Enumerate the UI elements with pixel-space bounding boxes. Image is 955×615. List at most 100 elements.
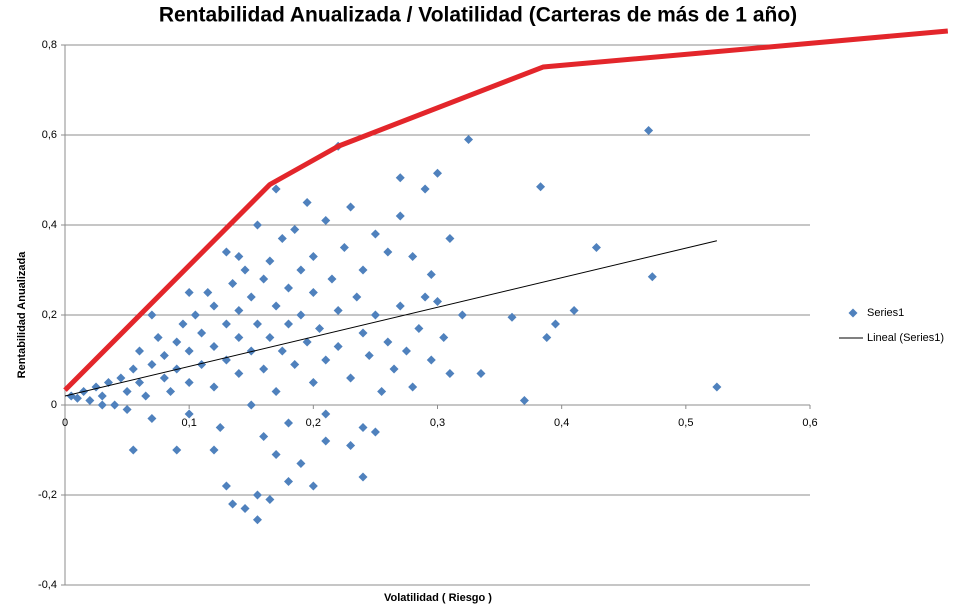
scatter-point xyxy=(277,234,287,243)
scatter-point xyxy=(166,387,176,396)
scatter-point xyxy=(408,252,418,261)
scatter-point xyxy=(457,310,467,320)
legend-marker xyxy=(848,308,858,318)
scatter-point xyxy=(91,382,101,392)
x-tick-label: 0,4 xyxy=(554,417,569,429)
scatter-point xyxy=(172,445,182,455)
scatter-point xyxy=(128,445,138,455)
scatter-point xyxy=(110,400,120,410)
scatter-point xyxy=(128,364,138,374)
scatter-point xyxy=(296,265,306,275)
scatter-point xyxy=(346,441,356,450)
scatter-point xyxy=(308,252,318,261)
scatter-point xyxy=(246,400,256,410)
scatter-point xyxy=(97,391,107,401)
scatter-point xyxy=(569,306,579,315)
scatter-point xyxy=(159,351,169,360)
scatter-point xyxy=(346,373,356,383)
scatter-point xyxy=(352,292,362,302)
scatter-point xyxy=(433,168,442,178)
scatter-point xyxy=(321,355,331,365)
scatter-point xyxy=(290,225,300,234)
x-tick-label: 0,2 xyxy=(306,417,321,429)
y-axis-label: Rentabilidad Anualizada xyxy=(16,251,28,379)
scatter-point xyxy=(321,409,331,419)
y-tick-label: 0,8 xyxy=(42,39,57,51)
scatter-point xyxy=(284,283,293,293)
scatter-point xyxy=(290,360,300,369)
scatter-point xyxy=(228,499,238,509)
scatter-point xyxy=(240,504,250,513)
scatter-point xyxy=(358,423,368,432)
scatter-point xyxy=(234,252,244,261)
scatter-point xyxy=(644,126,654,135)
scatter-point xyxy=(346,202,356,212)
scatter-point xyxy=(72,393,82,403)
scatter-point xyxy=(308,288,318,297)
scatter-point xyxy=(209,342,219,351)
scatter-point xyxy=(265,495,275,504)
scatter-point xyxy=(147,310,157,320)
scatter-point xyxy=(221,247,231,257)
scatter-point xyxy=(221,481,231,491)
scatter-point xyxy=(184,288,194,297)
scatter-point xyxy=(234,369,244,378)
scatter-point xyxy=(197,328,207,338)
scatter-point xyxy=(370,229,380,239)
chart-title: Rentabilidad Anualizada / Volatilidad (C… xyxy=(159,4,797,27)
scatter-point xyxy=(215,423,225,432)
scatter-point xyxy=(389,364,399,374)
scatter-point xyxy=(370,310,380,320)
scatter-point xyxy=(542,333,552,342)
frontier-line xyxy=(63,28,949,392)
scatter-point xyxy=(116,373,126,383)
scatter-point xyxy=(308,378,318,387)
scatter-point xyxy=(246,346,256,356)
scatter-point xyxy=(159,373,169,383)
scatter-point xyxy=(135,378,144,387)
scatter-point xyxy=(271,301,281,311)
scatter-point xyxy=(284,319,293,329)
scatter-point xyxy=(395,211,405,221)
scatter-point xyxy=(712,382,722,392)
scatter-point xyxy=(383,247,393,257)
scatter-point xyxy=(234,333,244,342)
scatter-point xyxy=(259,364,269,374)
scatter-point xyxy=(464,135,474,144)
scatter-point xyxy=(358,472,368,482)
scatter-point xyxy=(122,405,132,414)
scatter-point xyxy=(414,324,424,333)
scatter-point xyxy=(265,256,275,266)
scatter-point xyxy=(370,427,380,437)
scatter-point xyxy=(265,333,275,342)
scatter-point xyxy=(277,346,287,356)
scatter-point xyxy=(519,396,529,405)
x-tick-label: 0 xyxy=(62,417,68,429)
scatter-point xyxy=(364,351,374,360)
x-axis-label: Volatilidad ( Riesgo ) xyxy=(384,592,492,604)
scatter-point xyxy=(190,310,200,320)
scatter-point xyxy=(97,400,107,410)
scatter-point xyxy=(408,382,418,392)
scatter-point xyxy=(302,337,312,347)
y-tick-label: 0,6 xyxy=(42,129,57,141)
scatter-point xyxy=(209,301,219,311)
scatter-point xyxy=(433,297,442,306)
scatter-point xyxy=(395,301,405,311)
scatter-point xyxy=(591,243,601,252)
legend-label: Lineal (Series1) xyxy=(867,332,944,344)
scatter-point xyxy=(445,369,455,378)
scatter-point xyxy=(476,369,486,378)
y-tick-label: -0,4 xyxy=(38,579,57,591)
scatter-point xyxy=(426,270,436,279)
scatter-point xyxy=(259,274,269,284)
scatter-point xyxy=(85,396,95,405)
scatter-point xyxy=(333,306,343,315)
scatter-point xyxy=(401,346,411,356)
scatter-point xyxy=(296,310,306,320)
scatter-point xyxy=(536,182,546,192)
scatter-point xyxy=(240,265,250,275)
scatter-point xyxy=(252,220,262,230)
scatter-point xyxy=(141,391,151,401)
